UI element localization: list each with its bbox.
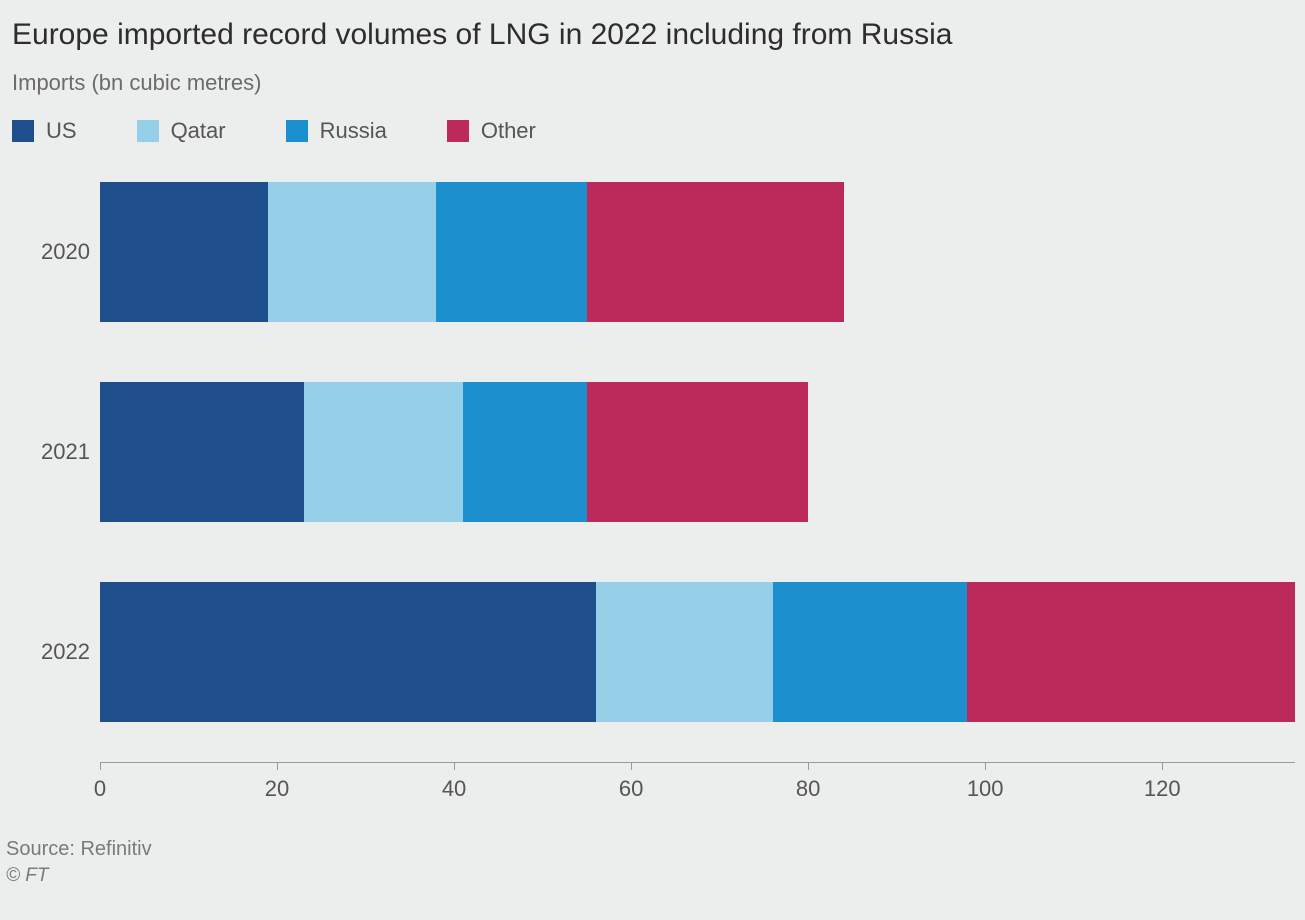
bar-segment-qatar: [304, 382, 463, 522]
legend-item-russia: Russia: [286, 118, 387, 144]
x-tick: [1162, 762, 1163, 770]
x-tick-label: 120: [1144, 776, 1181, 802]
y-axis-label: 2022: [10, 639, 90, 665]
bar-segment-other: [967, 582, 1295, 722]
chart-subtitle: Imports (bn cubic metres): [12, 70, 1305, 96]
bar-segment-us: [100, 182, 268, 322]
bar-row-2020: [100, 182, 844, 322]
bar-segment-qatar: [596, 582, 773, 722]
copyright-text: © FT: [6, 865, 1305, 887]
x-axis-line: [100, 762, 1295, 763]
chart-container: Europe imported record volumes of LNG in…: [0, 0, 1305, 887]
legend-label-us: US: [46, 118, 77, 144]
x-tick: [808, 762, 809, 770]
bar-segment-us: [100, 582, 596, 722]
legend-swatch-russia: [286, 120, 308, 142]
legend-label-qatar: Qatar: [171, 118, 226, 144]
x-tick: [277, 762, 278, 770]
legend-item-qatar: Qatar: [137, 118, 226, 144]
bar-segment-other: [587, 382, 808, 522]
x-tick-label: 0: [94, 776, 106, 802]
x-tick: [985, 762, 986, 770]
legend-swatch-other: [447, 120, 469, 142]
x-tick: [454, 762, 455, 770]
legend-label-other: Other: [481, 118, 536, 144]
x-tick-label: 40: [442, 776, 466, 802]
bar-segment-russia: [463, 382, 587, 522]
bar-segment-russia: [773, 582, 968, 722]
bar-segment-qatar: [268, 182, 436, 322]
legend: US Qatar Russia Other: [12, 118, 1305, 144]
bar-row-2022: [100, 582, 1295, 722]
y-axis-label: 2021: [10, 439, 90, 465]
plot-area: 202020212022 020406080100120: [100, 172, 1295, 802]
bar-segment-russia: [436, 182, 586, 322]
x-tick: [100, 762, 101, 770]
x-tick-label: 80: [796, 776, 820, 802]
legend-swatch-qatar: [137, 120, 159, 142]
bar-row-2021: [100, 382, 808, 522]
legend-item-other: Other: [447, 118, 536, 144]
bar-segment-other: [587, 182, 844, 322]
bar-segment-us: [100, 382, 304, 522]
legend-swatch-us: [12, 120, 34, 142]
chart-title: Europe imported record volumes of LNG in…: [12, 18, 1305, 52]
x-tick-label: 20: [265, 776, 289, 802]
x-tick-label: 60: [619, 776, 643, 802]
x-tick-label: 100: [967, 776, 1004, 802]
legend-label-russia: Russia: [320, 118, 387, 144]
source-text: Source: Refinitiv: [6, 838, 1305, 861]
legend-item-us: US: [12, 118, 77, 144]
y-axis-label: 2020: [10, 239, 90, 265]
bars-area: 202020212022: [100, 172, 1295, 762]
x-tick: [631, 762, 632, 770]
